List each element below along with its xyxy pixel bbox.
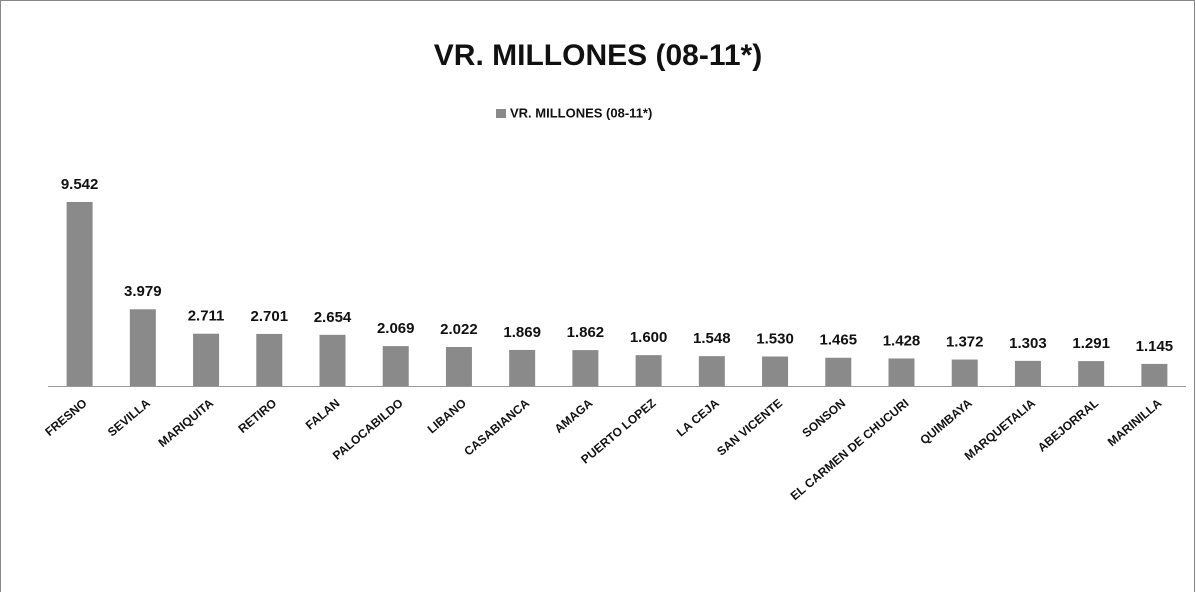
x-tick-label: AMAGA xyxy=(552,396,596,436)
x-tick-label: LA CEJA xyxy=(674,396,722,440)
value-label: 1.600 xyxy=(630,329,668,346)
bar xyxy=(951,359,978,386)
x-tick-label: LIBANO xyxy=(425,396,469,436)
x-tick-label: FALAN xyxy=(303,396,343,432)
x-tick-label: MARIQUITA xyxy=(156,396,217,450)
bar xyxy=(1014,360,1041,386)
value-label: 2.654 xyxy=(314,309,352,326)
x-tick-label: CASABIANCA xyxy=(461,396,532,459)
value-label: 2.711 xyxy=(188,308,225,325)
bar xyxy=(66,202,93,386)
bar xyxy=(509,349,536,386)
bar xyxy=(888,358,915,386)
value-label: 2.701 xyxy=(251,308,289,325)
value-label: 1.465 xyxy=(820,332,858,349)
x-tick-label: SONSON xyxy=(799,396,848,440)
value-label: 1.372 xyxy=(946,334,984,351)
bar xyxy=(382,346,409,386)
value-label: 9.542 xyxy=(61,176,99,193)
value-label: 2.069 xyxy=(377,320,415,337)
x-tick-label: MARINILLA xyxy=(1105,396,1165,449)
x-tick-label: QUIMBAYA xyxy=(917,396,975,448)
value-label: 1.530 xyxy=(756,330,794,347)
bar xyxy=(698,356,725,386)
legend-label: VR. MILLONES (08-11*) xyxy=(510,105,652,120)
value-label: 1.145 xyxy=(1136,338,1174,355)
x-tick-label: RETIRO xyxy=(236,396,280,436)
value-label: 3.979 xyxy=(124,283,162,300)
value-label: 1.303 xyxy=(1009,335,1047,352)
value-label: 1.548 xyxy=(693,330,731,347)
bar xyxy=(193,333,220,386)
bar xyxy=(319,334,346,386)
bar xyxy=(129,309,156,386)
x-tick-label: SEVILLA xyxy=(105,396,153,440)
bar xyxy=(825,357,852,386)
bar xyxy=(1141,363,1168,386)
bar xyxy=(635,355,662,386)
bar xyxy=(445,347,472,386)
value-label: 1.869 xyxy=(503,324,541,341)
value-label: 2.022 xyxy=(440,321,478,338)
legend-swatch xyxy=(496,109,506,118)
bar xyxy=(256,333,283,386)
x-tick-label: FRESNO xyxy=(42,396,89,439)
value-label: 1.428 xyxy=(883,332,921,349)
x-tick-label: SAN VICENTE xyxy=(714,396,785,459)
bar xyxy=(762,356,789,386)
value-label: 1.862 xyxy=(567,324,605,341)
chart-title: VR. MILLONES (08-11*) xyxy=(434,39,762,72)
x-tick-label: ABEJORRAL xyxy=(1035,396,1101,455)
bar xyxy=(572,350,599,386)
bar xyxy=(1078,361,1105,386)
value-label: 1.291 xyxy=(1072,335,1110,352)
x-tick-label: EL CARMEN DE CHUCURI xyxy=(788,396,912,503)
